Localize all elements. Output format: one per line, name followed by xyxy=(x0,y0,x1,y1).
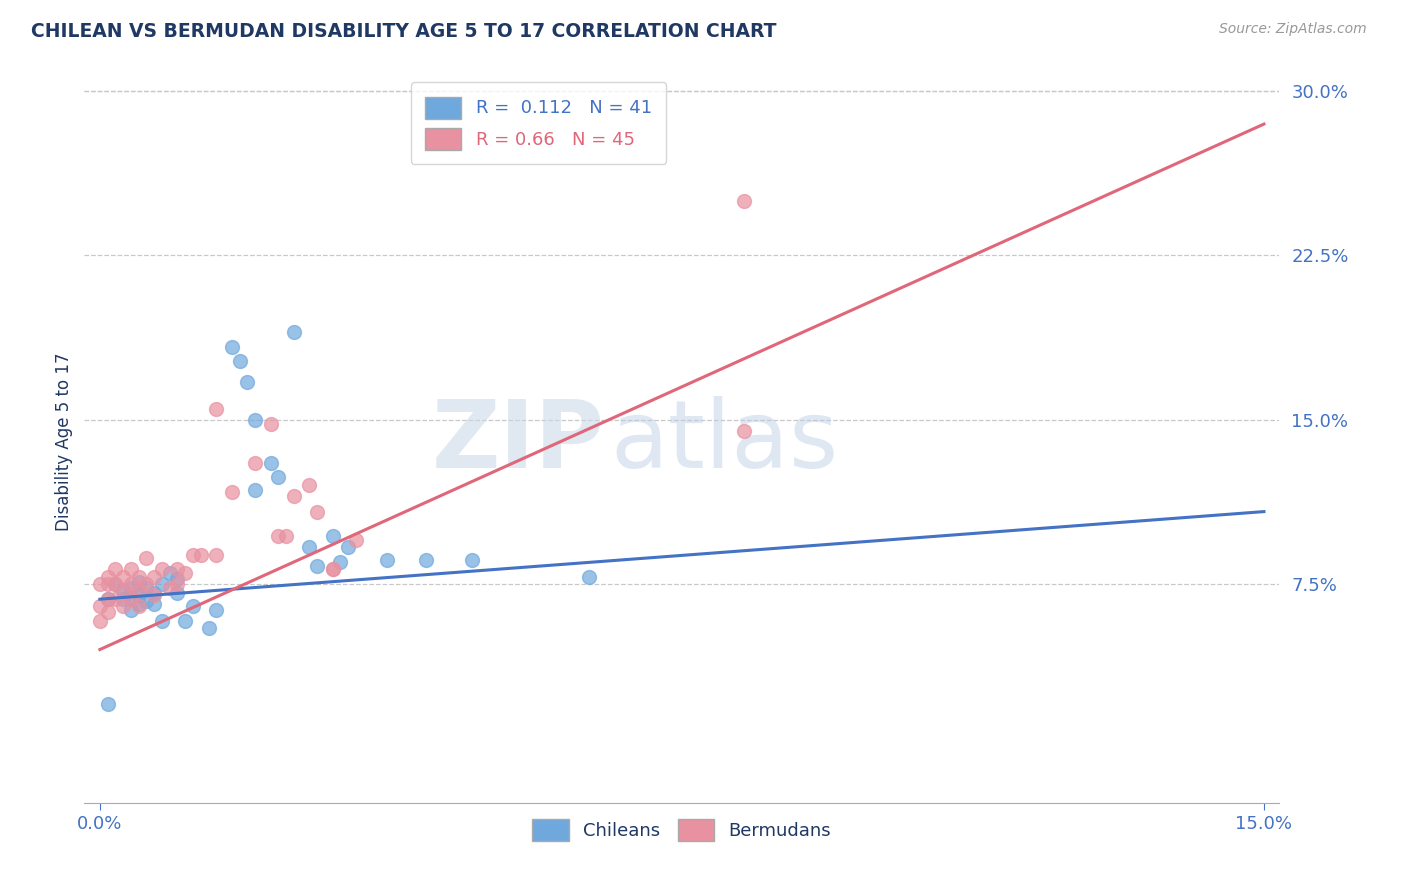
Text: ZIP: ZIP xyxy=(432,395,605,488)
Point xyxy=(128,597,150,611)
Point xyxy=(322,561,344,575)
Point xyxy=(276,529,298,543)
Point xyxy=(104,577,127,591)
Point xyxy=(150,561,173,575)
Point xyxy=(181,599,204,613)
Point xyxy=(166,577,188,591)
Point xyxy=(120,603,142,617)
Point xyxy=(205,401,228,416)
Point xyxy=(97,570,120,584)
Point xyxy=(174,614,197,628)
Point xyxy=(135,577,157,591)
Point xyxy=(135,550,157,565)
Point xyxy=(337,540,360,554)
Point xyxy=(375,553,398,567)
Point xyxy=(205,603,228,617)
Point xyxy=(228,353,250,368)
Point xyxy=(89,614,111,628)
Point xyxy=(329,555,352,569)
Text: CHILEAN VS BERMUDAN DISABILITY AGE 5 TO 17 CORRELATION CHART: CHILEAN VS BERMUDAN DISABILITY AGE 5 TO … xyxy=(31,22,776,41)
Point xyxy=(120,581,142,595)
Point xyxy=(344,533,367,547)
Point xyxy=(166,561,188,575)
Point xyxy=(205,549,228,563)
Point xyxy=(143,588,166,602)
Point xyxy=(236,376,259,390)
Point xyxy=(298,478,321,492)
Point xyxy=(128,574,150,589)
Point xyxy=(143,597,166,611)
Point xyxy=(97,577,120,591)
Point xyxy=(97,605,120,619)
Point xyxy=(120,592,142,607)
Point xyxy=(322,561,344,575)
Point xyxy=(135,594,157,608)
Point xyxy=(128,599,150,613)
Point xyxy=(159,566,181,580)
Legend: Chileans, Bermudans: Chileans, Bermudans xyxy=(526,812,838,848)
Point xyxy=(259,417,281,431)
Point xyxy=(89,577,111,591)
Y-axis label: Disability Age 5 to 17: Disability Age 5 to 17 xyxy=(55,352,73,531)
Point xyxy=(243,483,266,497)
Point xyxy=(150,614,173,628)
Point xyxy=(166,573,188,587)
Point xyxy=(259,457,281,471)
Point xyxy=(733,194,755,208)
Point xyxy=(112,583,135,598)
Point xyxy=(267,529,290,543)
Point xyxy=(166,585,188,599)
Point xyxy=(104,561,127,575)
Point xyxy=(128,583,150,598)
Point xyxy=(221,340,243,354)
Point xyxy=(221,484,243,499)
Point xyxy=(128,588,150,602)
Point xyxy=(97,592,120,607)
Point xyxy=(243,457,266,471)
Point xyxy=(415,553,437,567)
Point xyxy=(135,581,157,595)
Point xyxy=(307,559,329,574)
Point xyxy=(322,529,344,543)
Point xyxy=(97,698,120,712)
Point xyxy=(143,585,166,599)
Point xyxy=(112,570,135,584)
Point xyxy=(143,570,166,584)
Point xyxy=(461,553,484,567)
Point xyxy=(89,599,111,613)
Point xyxy=(243,412,266,426)
Point xyxy=(120,592,142,607)
Point xyxy=(104,592,127,607)
Point xyxy=(283,489,305,503)
Point xyxy=(733,424,755,438)
Point xyxy=(120,577,142,591)
Point xyxy=(174,566,197,580)
Point xyxy=(267,469,290,483)
Point xyxy=(150,577,173,591)
Point xyxy=(112,592,135,607)
Text: Source: ZipAtlas.com: Source: ZipAtlas.com xyxy=(1219,22,1367,37)
Point xyxy=(197,621,219,635)
Point xyxy=(112,583,135,598)
Point xyxy=(120,561,142,575)
Text: atlas: atlas xyxy=(610,395,838,488)
Point xyxy=(307,505,329,519)
Point xyxy=(283,325,305,339)
Point xyxy=(97,592,120,607)
Point xyxy=(190,549,212,563)
Point xyxy=(298,540,321,554)
Point xyxy=(159,581,181,595)
Point xyxy=(128,570,150,584)
Point xyxy=(104,577,127,591)
Point xyxy=(578,570,600,584)
Point xyxy=(112,599,135,613)
Point xyxy=(181,549,204,563)
